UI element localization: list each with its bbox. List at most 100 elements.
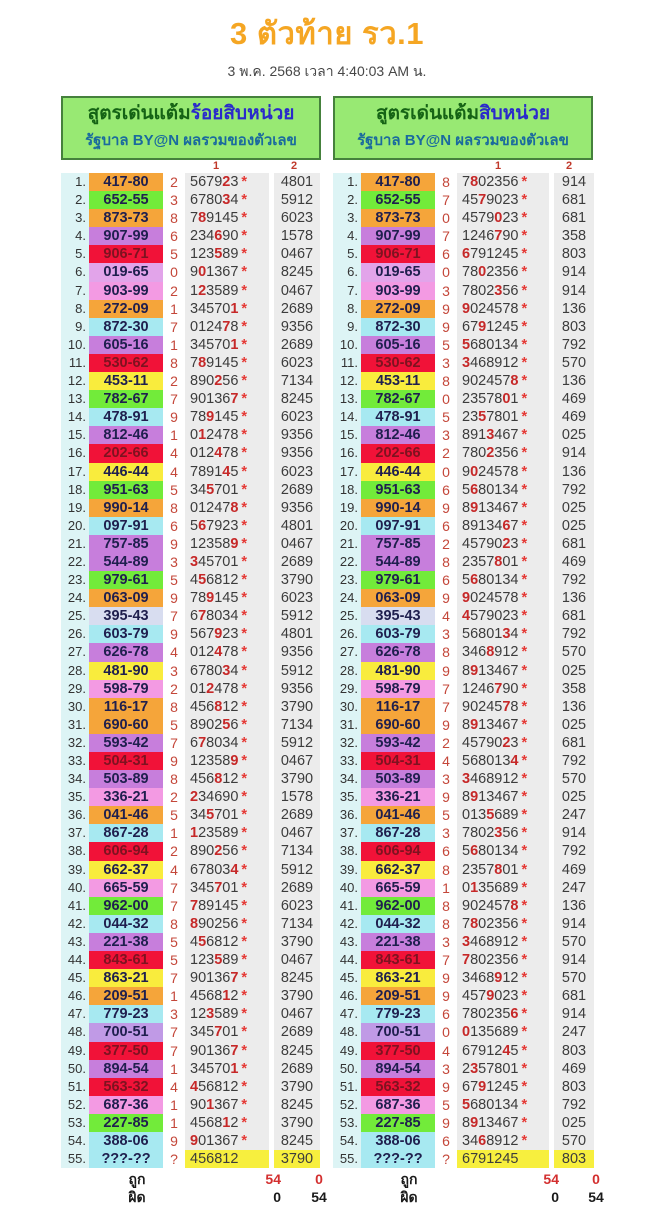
table-row: 14. 478-91 9 789145 * 6023 [61,408,321,427]
matched-digit: 3 [494,825,503,842]
sum-digit: 0 [442,463,450,480]
digit-set: 456812 * [185,1077,269,1096]
correct-label: ถูก [400,1171,418,1188]
digit-set: 6791245 [457,1150,549,1169]
pair-cell: 903-99 [361,281,435,300]
sum-digit: 9 [170,626,178,643]
sum-digit: 2 [170,373,178,390]
result-cell: 0467 [274,824,320,843]
result-cell: 2689 [274,552,320,572]
sum-digit: 5 [442,1096,450,1113]
row-number: 2. [61,191,89,210]
sum-digit: 3 [442,771,450,788]
sum-digit: 1 [170,988,178,1005]
row-number: 12. [61,372,89,391]
pair-cell: 227-85 [361,1113,435,1132]
sum-digit: 6 [442,517,450,534]
result-cell: 6023 [274,462,320,481]
table-row: 52. 687-36 5 5680134 * 792 [333,1095,594,1114]
row-number: 46. [333,987,361,1006]
result-cell: 2689 [274,480,320,499]
table-row: 23. 979-61 6 5680134 * 792 [333,571,594,590]
sum-digit: 3 [442,626,450,643]
row-number: 9. [61,317,89,336]
matched-digit: 4 [462,608,471,625]
row-number: 47. [61,1005,89,1024]
column-marker-2: 2 [566,160,573,172]
star-icon: * [241,336,248,353]
table-row: 8. 272-09 9 9024578 * 136 [333,299,594,318]
sum-digit: 5 [170,572,178,589]
digit-set: 678034 * [185,191,269,210]
table-row: 43. 221-38 5 456812 * 3790 [61,932,321,952]
star-icon: * [521,988,528,1005]
row-number: 39. [333,860,361,879]
result-cell: 025 [554,715,594,734]
star-icon: * [241,246,248,263]
result-cell: 247 [554,806,594,825]
digit-set: 7802356 * [457,281,549,300]
result-cell: 8245 [274,969,320,988]
sum-digit: 0 [170,264,178,281]
digit-set: 4579023 * [457,733,549,752]
wrong-count-col1: 0 [551,1189,559,1206]
pair-cell: 863-21 [361,969,435,988]
matched-digit: 2 [190,789,199,806]
pair-cell: 652-55 [361,191,435,210]
pair-cell: 962-00 [361,896,435,915]
result-cell: 2689 [274,299,320,318]
sum-digit: 2 [170,282,178,299]
result-cell: 2689 [274,335,320,354]
table-row: 25. 395-43 4 4579023 * 681 [333,607,594,626]
star-icon: * [521,1078,528,1095]
star-icon: * [241,300,248,317]
digit-set: 5680134 * [457,335,549,354]
digit-set: 3468912 * [457,969,549,988]
result-cell: 247 [554,878,594,897]
result-cell: 469 [554,1059,594,1078]
row-number: 31. [61,715,89,734]
table-row: 25. 395-43 7 678034 * 5912 [61,607,321,626]
digit-set: 9024578 * [457,299,549,318]
row-number: 17. [333,462,361,481]
matched-digit: 5 [214,246,223,263]
matched-digit: 3 [502,626,511,643]
table-row: 53. 227-85 9 8913467 * 025 [333,1113,594,1132]
row-number: 43. [333,932,361,952]
digit-set: 789145 * [185,353,269,373]
matched-digit: 7 [494,228,503,245]
digit-set: 2357801 * [457,390,549,409]
star-icon: * [241,409,248,426]
table-row: 22. 544-89 3 345701 * 2689 [61,552,321,572]
row-number: 21. [333,534,361,553]
formula-header-line1: สูตรเด่นแต้มร้อยสิบหน่วย [64,103,318,126]
star-icon: * [521,553,528,570]
sum-digit: 4 [442,1042,450,1059]
table-row: 39. 662-37 4 678034 * 5912 [61,860,321,879]
row-number: 13. [61,390,89,409]
sum-digit: 3 [442,1060,450,1077]
result-cell: 5912 [274,733,320,752]
sum-digit: 8 [442,553,450,570]
table-row: 12. 453-11 8 9024578 * 136 [333,372,594,391]
star-icon: * [521,861,528,878]
row-number: 5. [333,245,361,264]
digit-set: 901367 * [185,1095,269,1114]
digit-set: 3468912 * [457,643,549,662]
pair-cell: 063-09 [361,589,435,608]
row-number: 9. [333,317,361,336]
star-icon: * [521,427,528,444]
sum-digit: 8 [170,698,178,715]
matched-digit: 9 [214,626,223,643]
sum-digit: 6 [442,246,450,263]
table-row: 44. 843-61 7 7802356 * 914 [333,951,594,970]
table-row: 17. 446-44 4 789145 * 6023 [61,462,321,481]
stat-row-correct: ถูก 54 0 [61,1170,323,1188]
matched-digit: 7 [222,318,231,335]
star-icon: * [241,373,248,390]
pair-cell: 503-89 [89,770,163,789]
formula-table-hundreds-tens-units: สูตรเด่นแต้มร้อยสิบหน่วย รัฐบาล BY@N ผลร… [61,96,327,1206]
matched-digit: 6 [462,246,471,263]
pair-cell: 603-79 [361,625,435,644]
result-cell: 914 [554,263,594,282]
